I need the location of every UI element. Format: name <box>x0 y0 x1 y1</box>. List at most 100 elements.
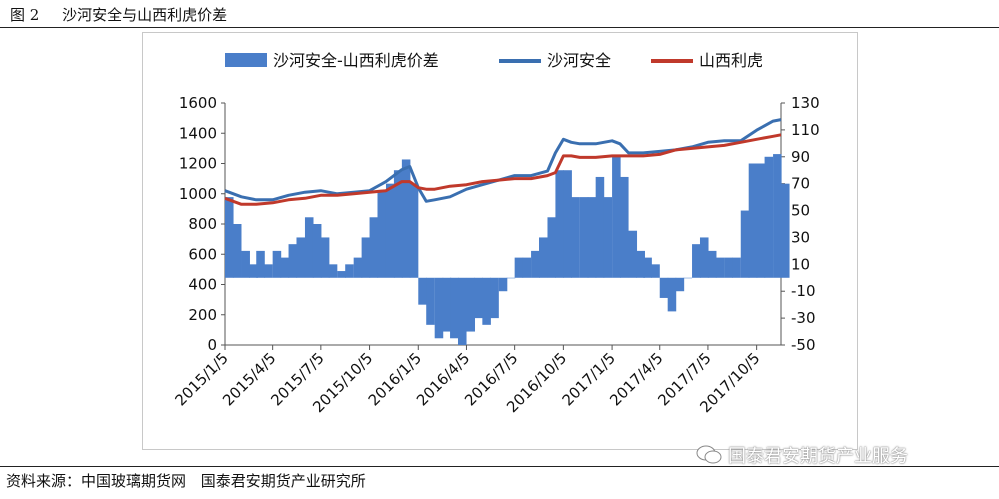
spread-bar <box>715 257 725 278</box>
spread-bar <box>345 264 354 278</box>
spread-bar <box>272 250 282 278</box>
spread-bar <box>312 224 322 278</box>
spread-bar <box>563 170 572 278</box>
spread-bar <box>320 237 330 278</box>
spread-bar <box>539 237 548 278</box>
spread-bar <box>474 277 483 319</box>
spread-bar <box>643 257 652 278</box>
spread-bar <box>612 156 621 278</box>
price-spread-chart: 0 200 400 600 800 1000 1200 1400 1600 -50 -30 -10 10… <box>171 51 820 416</box>
spread-bar <box>692 244 701 278</box>
spread-bar <box>361 237 371 278</box>
spread-bar <box>498 277 508 292</box>
spread-bar <box>675 277 685 292</box>
spread-bar <box>773 154 782 278</box>
y-right-tick-label: 70 <box>791 175 810 193</box>
spread-bar <box>595 176 605 278</box>
spread-bar <box>651 264 660 278</box>
spread-bar <box>232 224 242 278</box>
spread-bar <box>603 197 613 278</box>
spread-bar <box>764 156 774 278</box>
y-left-tick-label: 1000 <box>179 185 217 203</box>
spread-bar <box>724 257 733 278</box>
spread-bar <box>280 257 290 278</box>
spread-bar <box>667 277 677 312</box>
legend-label-shanxi: 山西利虎 <box>699 51 763 70</box>
spread-bar <box>304 217 314 278</box>
spread-bar <box>620 176 629 278</box>
spread-bar <box>296 237 306 278</box>
spread-bar <box>555 170 564 278</box>
y-left-tick-label: 0 <box>207 336 217 354</box>
spread-bar <box>571 197 580 278</box>
spread-bar <box>377 190 387 278</box>
spread-bar <box>401 159 411 278</box>
spread-bar <box>781 183 790 278</box>
y-left-tick-label: 1400 <box>179 124 217 142</box>
y-right-tick-label: -30 <box>791 309 816 327</box>
spread-bar <box>732 257 741 278</box>
y-left-tick-label: 800 <box>188 215 217 233</box>
figure-number: 图 2 <box>10 6 40 24</box>
spread-bar <box>353 257 363 278</box>
spread-bar <box>256 250 265 278</box>
spread-bar <box>579 197 589 278</box>
spread-bar <box>522 257 532 278</box>
y-right-tick-label: 130 <box>791 94 820 112</box>
spread-bar <box>385 183 395 278</box>
y-left-tick-label: 600 <box>188 245 217 263</box>
y-left-tick-label: 1200 <box>179 155 217 173</box>
shahe-series-line <box>224 118 782 203</box>
spread-bar <box>450 277 459 339</box>
shanxi-series-line <box>224 133 782 206</box>
spread-bar <box>426 277 435 325</box>
spread-bar <box>748 163 758 278</box>
legend-swatch-spread <box>225 53 267 67</box>
spread-bar <box>628 230 638 278</box>
spread-bar <box>409 183 419 278</box>
spread-bar <box>442 277 452 332</box>
spread-bar <box>506 277 516 279</box>
y-left-tick-label: 400 <box>188 276 217 294</box>
spread-bar <box>418 277 427 305</box>
spread-bar <box>683 277 693 279</box>
spread-bar <box>587 197 597 278</box>
spread-bar <box>393 170 403 278</box>
y-right-tick-label: -50 <box>791 336 816 354</box>
spread-bar <box>225 197 234 278</box>
chart-frame: 0 200 400 600 800 1000 1200 1400 1600 -50 -30 -10 10… <box>142 32 858 450</box>
top-rule <box>0 27 999 28</box>
spread-bar <box>457 277 467 345</box>
spread-bar <box>514 257 524 278</box>
figure-caption: 图 2 沙河安全与山西利虎价差 <box>10 4 227 25</box>
y-right-tick-label: -10 <box>791 282 816 300</box>
watermark-text: 国泰君安期货产业服务 <box>728 446 908 467</box>
y-left-tick-label: 200 <box>188 306 217 324</box>
bottom-rule <box>0 466 999 467</box>
y-right-tick-label: 90 <box>791 148 810 166</box>
figure-title: 沙河安全与山西利虎价差 <box>62 6 228 24</box>
spread-bar <box>434 277 444 339</box>
y-right-tick-label: 30 <box>791 228 810 246</box>
spread-bar <box>490 277 499 319</box>
spread-bar <box>466 277 476 332</box>
source-note: 资料来源：中国玻璃期货网 国泰君安期货产业研究所 <box>6 470 366 491</box>
spread-bar <box>264 264 273 278</box>
y-right-tick-label: 50 <box>791 202 810 220</box>
source-org: 国泰君安期货产业研究所 <box>200 472 366 490</box>
spread-bar <box>547 217 557 278</box>
spread-bar <box>369 217 379 278</box>
legend-label-shahe: 沙河安全 <box>547 51 611 70</box>
y-right-tick-label: 110 <box>791 121 820 139</box>
spread-bar <box>699 237 709 278</box>
spread-bar <box>740 210 750 278</box>
y-right-tick-label: 10 <box>791 255 810 273</box>
wechat-icon <box>696 445 722 464</box>
spread-bar <box>249 264 258 278</box>
spread-bar <box>707 250 717 278</box>
spread-bar <box>288 244 298 278</box>
spread-bar <box>659 277 669 298</box>
spread-bar <box>482 277 491 325</box>
spread-bar <box>328 264 338 278</box>
watermark: 国泰君安期货产业服务 <box>696 442 908 468</box>
